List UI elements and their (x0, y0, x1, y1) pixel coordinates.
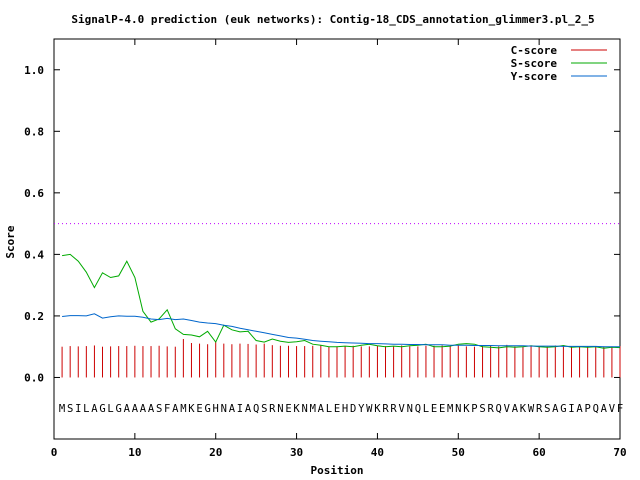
sequence-residue: K (520, 403, 527, 415)
x-tick-label: 30 (290, 446, 303, 459)
sequence-residue: A (148, 403, 155, 415)
sequence-residue: G (116, 403, 122, 415)
sequence-residue: S (67, 403, 73, 415)
sequence-residue: I (237, 403, 243, 415)
sequence-residue: V (504, 403, 511, 415)
y-tick-label: 0.8 (24, 125, 44, 138)
sequence-residue: K (374, 403, 381, 415)
y-tick-label: 0.4 (24, 248, 44, 261)
sequence-residue: N (301, 403, 307, 415)
sequence-residue: L (423, 403, 429, 415)
sequence-residue: A (245, 403, 252, 415)
sequence-residue: A (140, 403, 147, 415)
sequence-residue: E (285, 403, 291, 415)
y-tick-label: 0.6 (24, 187, 44, 200)
sequence-residue: L (107, 403, 113, 415)
sequence-residue: K (293, 403, 300, 415)
sequence-residue: A (229, 403, 236, 415)
sequence-residue: Q (253, 403, 259, 415)
sequence-residue: R (536, 403, 543, 415)
sequence-residue: E (196, 403, 202, 415)
y-tick-label: 1.0 (24, 64, 44, 77)
sequence-residue: M (59, 403, 65, 415)
sequence-residue: A (172, 403, 179, 415)
sequence-residue: R (390, 403, 397, 415)
x-tick-label: 40 (371, 446, 384, 459)
sequence-residue: P (584, 403, 590, 415)
sequence-residue: A (91, 403, 98, 415)
sequence-residue: S (544, 403, 550, 415)
sequence-residue: N (277, 403, 283, 415)
sequence-residue: A (512, 403, 519, 415)
sequence-residue: W (528, 403, 535, 415)
sequence-residue: V (609, 403, 616, 415)
x-tick-label: 10 (128, 446, 141, 459)
x-tick-label: 0 (51, 446, 58, 459)
sequence-residue: H (213, 403, 219, 415)
sequence-residue: R (269, 403, 276, 415)
sequence-residue: P (471, 403, 477, 415)
sequence-residue: Q (593, 403, 599, 415)
sequence-residue: A (132, 403, 139, 415)
sequence-residue: M (447, 403, 453, 415)
sequence-residue: G (560, 403, 566, 415)
plot-area (53, 38, 621, 440)
sequence-residue: N (221, 403, 227, 415)
legend-label-c-score: C-score (511, 44, 558, 57)
sequence-residue: E (334, 403, 340, 415)
sequence-residue: Q (496, 403, 502, 415)
chart-title: SignalP-4.0 prediction (euk networks): C… (71, 13, 594, 26)
legend-label-y-score: Y-score (511, 70, 558, 83)
sequence-residue: I (75, 403, 81, 415)
x-tick-label: 50 (452, 446, 465, 459)
y-axis-label: Score (4, 225, 17, 258)
legend-label-s-score: S-score (511, 57, 558, 70)
sequence-residue: E (431, 403, 437, 415)
sequence-residue: A (576, 403, 583, 415)
x-axis-label: Position (311, 464, 364, 477)
sequence-residue: A (601, 403, 608, 415)
sequence-residue: V (399, 403, 406, 415)
sequence-residue: K (188, 403, 195, 415)
sequence-residue: N (407, 403, 413, 415)
sequence-residue: Y (358, 403, 365, 415)
sequence-residue: R (382, 403, 389, 415)
sequence-residue: H (342, 403, 348, 415)
sequence-residue: K (463, 403, 470, 415)
sequence-residue: F (164, 403, 170, 415)
sequence-residue: A (552, 403, 559, 415)
sequence-residue: D (350, 403, 356, 415)
y-tick-label: 0.0 (24, 371, 44, 384)
y-tick-label: 0.2 (24, 310, 44, 323)
x-tick-label: 20 (209, 446, 222, 459)
sequence-residue: W (366, 403, 373, 415)
sequence-residue: A (124, 403, 131, 415)
sequence-residue: G (204, 403, 210, 415)
sequence-residue: S (479, 403, 485, 415)
sequence-residue: S (156, 403, 162, 415)
sequence-residue: M (310, 403, 316, 415)
axis-ticks: 0.0 0.2 0.4 0.6 0.8 1.0 0 10 20 30 40 50 60 70 (24, 39, 627, 459)
s-score-line (62, 253, 621, 349)
sequence-residue: I (568, 403, 574, 415)
sequence-residue: F (617, 403, 623, 415)
sequence-residue: E (439, 403, 445, 415)
sequence-residue: Q (415, 403, 421, 415)
sequence-residue: S (261, 403, 267, 415)
sequence-residue: L (83, 403, 89, 415)
sequence-residue: G (99, 403, 105, 415)
sequence-residue: M (180, 403, 186, 415)
sequence-residue: N (455, 403, 461, 415)
x-tick-label: 60 (533, 446, 546, 459)
x-tick-label: 70 (613, 446, 626, 459)
y-score-line (62, 313, 620, 348)
series-group (61, 253, 621, 378)
sequence-residue: L (326, 403, 332, 415)
sequence-residue: A (318, 403, 325, 415)
sequence-residue: R (487, 403, 494, 415)
